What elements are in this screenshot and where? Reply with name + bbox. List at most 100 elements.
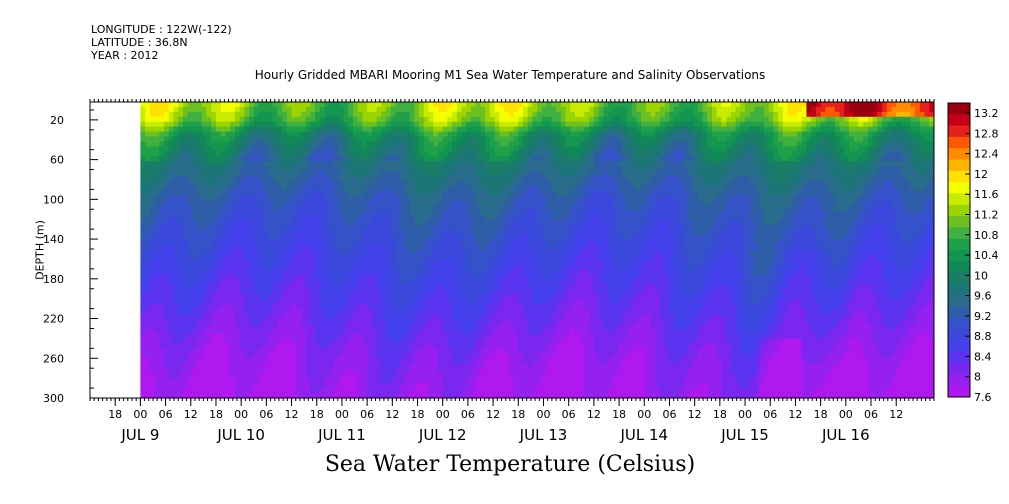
temperature-cell <box>390 378 397 384</box>
temperature-cell <box>168 279 175 286</box>
temperature-cell <box>348 126 354 133</box>
temperature-cell <box>211 274 217 281</box>
temperature-cell <box>239 319 245 325</box>
temperature-cell <box>485 185 491 192</box>
temperature-cell <box>239 274 245 281</box>
temperature-cell <box>466 151 472 157</box>
temperature-cell <box>272 235 278 241</box>
temperature-cell <box>334 166 340 172</box>
temperature-cell <box>466 121 472 128</box>
temperature-cell <box>532 116 538 123</box>
temperature-cell <box>343 373 349 379</box>
temperature-cell <box>471 279 477 286</box>
temperature-cell <box>452 210 458 217</box>
temperature-cell <box>334 333 340 340</box>
temperature-cell <box>168 269 175 276</box>
temperature-cell <box>461 210 467 217</box>
temperature-cell <box>489 289 496 295</box>
temperature-cell <box>400 250 406 256</box>
temperature-cell <box>230 343 236 350</box>
temperature-cell <box>442 200 449 207</box>
temperature-cell <box>253 156 260 162</box>
temperature-cell <box>234 314 241 320</box>
temperature-cell <box>523 314 529 320</box>
temperature-cell <box>390 102 397 108</box>
temperature-cell <box>211 235 217 241</box>
temperature-cell <box>471 333 477 340</box>
temperature-cell <box>225 393 231 398</box>
temperature-cell <box>192 279 198 286</box>
temperature-cell <box>404 106 411 113</box>
temperature-cell <box>466 131 472 138</box>
temperature-cell <box>140 368 146 374</box>
temperature-cell <box>192 106 198 113</box>
temperature-cell <box>527 195 534 202</box>
temperature-cell <box>315 230 321 236</box>
temperature-cell <box>140 116 146 123</box>
temperature-cell <box>390 294 397 300</box>
temperature-cell <box>168 353 175 360</box>
temperature-cell <box>315 111 321 118</box>
temperature-cell <box>523 304 529 310</box>
temperature-cell <box>423 284 430 291</box>
temperature-cell <box>461 116 467 123</box>
temperature-cell <box>437 141 444 147</box>
temperature-cell <box>499 274 505 281</box>
temperature-cell <box>409 146 415 152</box>
temperature-cell <box>423 269 430 276</box>
temperature-cell <box>305 338 312 345</box>
temperature-cell <box>244 333 250 340</box>
temperature-cell <box>305 328 312 335</box>
temperature-cell <box>173 121 179 128</box>
temperature-cell <box>315 180 321 187</box>
temperature-cell <box>149 161 156 167</box>
temperature-cell <box>504 388 510 394</box>
temperature-cell <box>494 289 500 295</box>
temperature-cell <box>471 388 477 394</box>
temperature-cell <box>489 240 496 246</box>
temperature-cell <box>433 388 439 394</box>
temperature-cell <box>334 393 340 398</box>
temperature-cell <box>272 269 278 276</box>
temperature-cell <box>334 210 340 217</box>
temperature-cell <box>145 185 151 192</box>
temperature-cell <box>447 373 453 379</box>
temperature-cell <box>494 111 500 118</box>
temperature-cell <box>234 171 241 177</box>
temperature-cell <box>230 353 236 360</box>
temperature-cell <box>319 328 326 335</box>
temperature-cell <box>508 309 515 315</box>
temperature-cell <box>357 363 364 369</box>
temperature-cell <box>437 353 444 360</box>
temperature-cell <box>267 254 274 261</box>
temperature-cell <box>471 353 477 360</box>
temperature-cell <box>296 299 302 305</box>
temperature-cell <box>305 146 312 152</box>
temperature-cell <box>466 205 472 212</box>
temperature-cell <box>447 279 453 286</box>
temperature-cell <box>192 259 198 266</box>
temperature-cell <box>471 156 477 162</box>
temperature-cell <box>371 284 378 291</box>
temperature-cell <box>456 146 463 152</box>
temperature-cell <box>197 111 203 118</box>
temperature-cell <box>263 146 269 152</box>
temperature-cell <box>258 200 264 207</box>
temperature-cell <box>164 141 170 147</box>
temperature-cell <box>220 121 227 128</box>
temperature-cell <box>249 161 255 167</box>
temperature-cell <box>253 126 260 133</box>
temperature-cell <box>329 235 335 241</box>
temperature-cell <box>527 245 534 251</box>
temperature-cell <box>442 225 449 231</box>
temperature-cell <box>149 259 156 266</box>
temperature-cell <box>419 319 425 325</box>
temperature-cell <box>527 259 534 266</box>
temperature-cell <box>414 146 420 152</box>
temperature-cell <box>494 264 500 271</box>
temperature-cell <box>357 333 364 340</box>
temperature-cell <box>301 358 307 365</box>
temperature-cell <box>329 289 335 295</box>
temperature-cell <box>518 205 524 212</box>
temperature-cell <box>272 161 278 167</box>
